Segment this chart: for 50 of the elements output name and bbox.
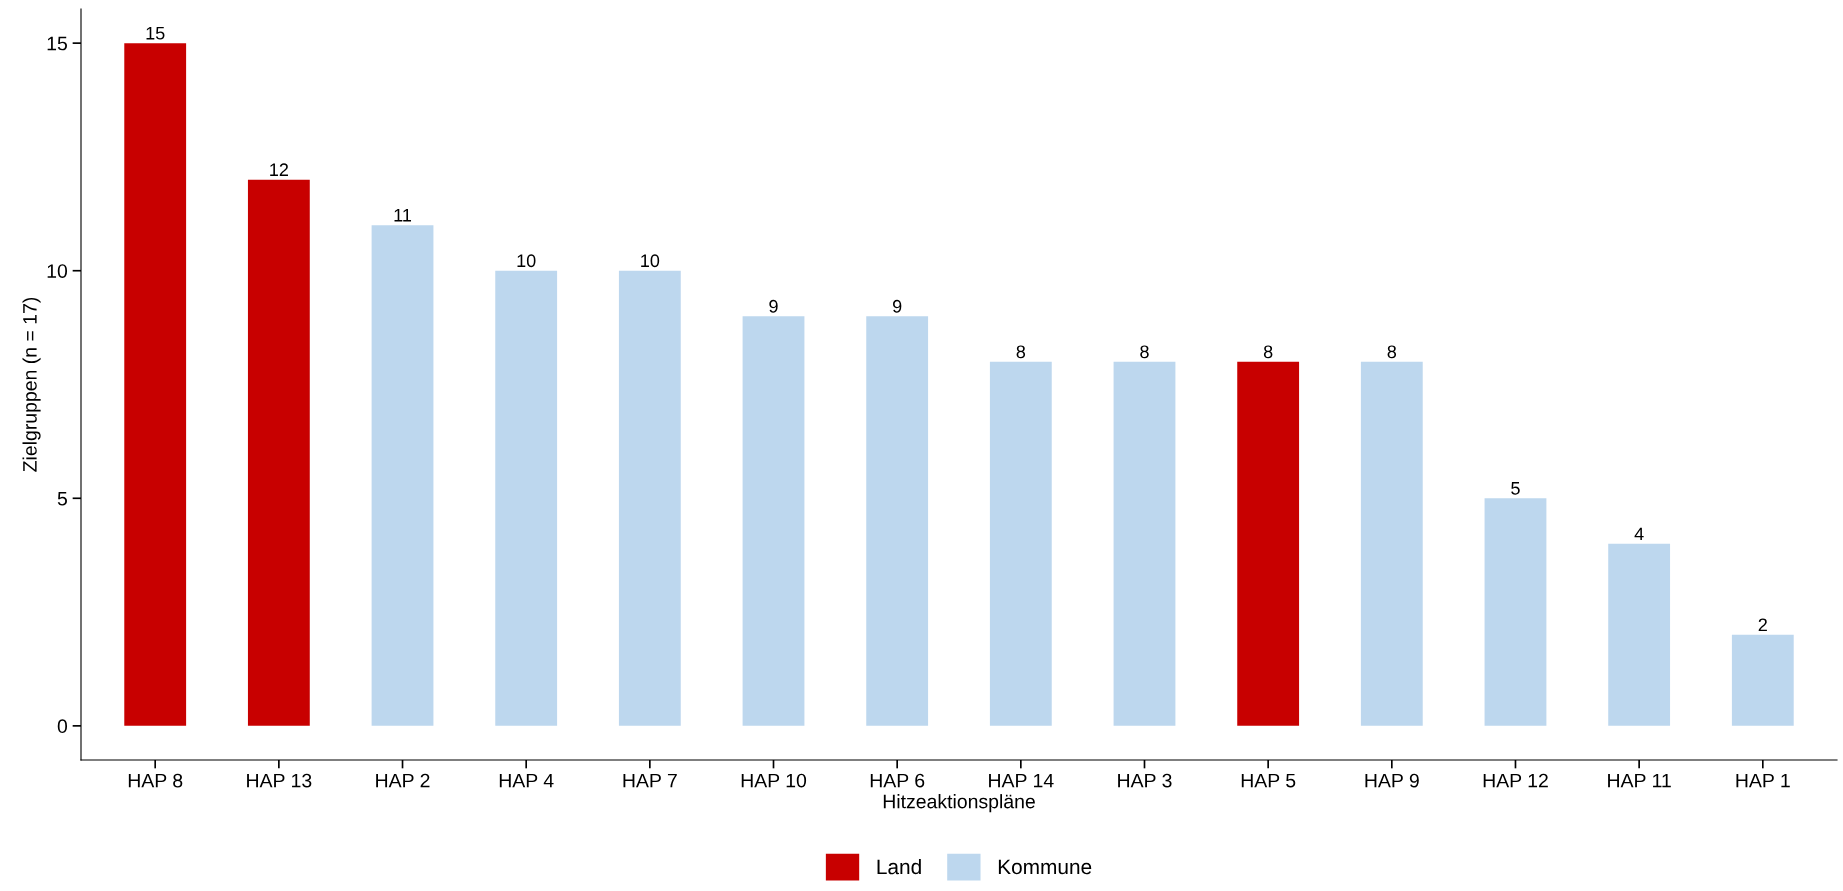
data-label: 8: [1016, 345, 1026, 359]
data-label: 12: [270, 163, 288, 176]
data-label: 10: [517, 254, 536, 268]
data-label: 2: [1758, 618, 1767, 632]
bar: [742, 316, 805, 726]
bar: [124, 43, 187, 726]
bar: [1608, 543, 1671, 726]
bar: [618, 270, 681, 726]
x-tick-label: HAP 12: [1483, 773, 1548, 788]
bar: [866, 316, 929, 726]
x-tick-label: HAP 4: [499, 773, 554, 788]
data-label: 15: [146, 26, 165, 40]
x-tick-label: HAP 6: [870, 773, 925, 788]
data-label: 10: [641, 254, 660, 268]
y-tick-label: 5: [57, 491, 67, 506]
bar: [1360, 361, 1423, 726]
x-tick-label: HAP 3: [1118, 773, 1172, 788]
bar: [495, 270, 558, 726]
bar: [989, 361, 1052, 726]
x-tick-label: HAP 1: [1736, 773, 1790, 788]
bar: [371, 225, 434, 726]
bar: [1484, 498, 1547, 726]
data-label: 4: [1634, 527, 1644, 541]
data-label: 9: [893, 299, 902, 313]
data-label: 8: [1387, 345, 1397, 359]
y-axis-title: Zielgruppen (n = 17): [22, 297, 41, 472]
x-tick-label: HAP 7: [623, 773, 677, 788]
x-tick-label: HAP 9: [1365, 773, 1419, 788]
x-tick-label: HAP 2: [376, 773, 430, 788]
x-tick-label: HAP 14: [989, 773, 1054, 788]
legend-label: Kommune: [998, 859, 1092, 875]
data-label: 9: [769, 299, 778, 313]
y-tick-label: 10: [47, 264, 68, 278]
x-tick-label: HAP 10: [741, 773, 807, 788]
y-tick-label: 0: [57, 719, 68, 734]
x-tick-label: HAP 8: [128, 773, 183, 788]
x-tick-label: HAP 5: [1241, 773, 1296, 788]
data-label: 5: [1511, 482, 1520, 495]
bar: [247, 179, 310, 726]
x-tick-label: HAP 13: [247, 773, 312, 788]
x-axis-title: Hitzeaktionspläne: [883, 794, 1035, 813]
bar: [1113, 361, 1176, 726]
bar: [1237, 361, 1300, 726]
x-tick-label: HAP 11: [1608, 773, 1671, 788]
data-label: 8: [1263, 345, 1273, 359]
data-label: 11: [394, 209, 412, 222]
bar: [1731, 634, 1794, 726]
data-label: 8: [1140, 345, 1149, 359]
y-tick-label: 15: [47, 36, 67, 51]
legend-label: Land: [877, 858, 921, 875]
